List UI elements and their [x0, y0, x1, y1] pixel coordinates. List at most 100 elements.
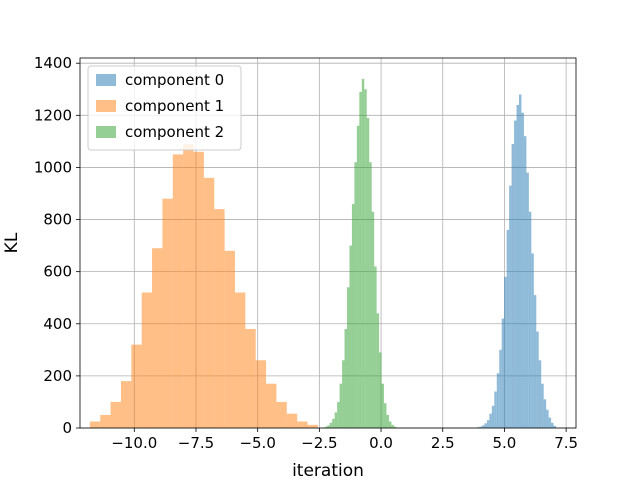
- histogram-bar: [234, 292, 246, 428]
- legend-label: component 1: [125, 97, 224, 115]
- axis-ticks: −10.0 −7.5 −5.0 −2.5 0.0 2.5 5.0 7.5 0 200 400 600 8…: [34, 54, 578, 452]
- histogram-bar: [329, 422, 333, 428]
- histogram-bar: [523, 136, 527, 429]
- legend-box: [87, 65, 242, 151]
- y-tick-label: 600: [43, 263, 72, 281]
- histogram-bars: [89, 78, 557, 429]
- histogram-bar: [110, 401, 121, 428]
- histogram-bar: [379, 352, 382, 428]
- y-tick-label: 400: [43, 315, 72, 333]
- x-tick-label: 2.5: [431, 434, 455, 452]
- y-tick-label: 0: [62, 419, 72, 437]
- x-tick-label: −5.0: [239, 434, 275, 452]
- histogram-bar: [484, 423, 487, 428]
- histogram-bar: [354, 162, 357, 429]
- histogram-bar: [297, 421, 308, 428]
- histogram-bar: [509, 185, 512, 428]
- series-1-bars: [89, 143, 318, 429]
- plot-frame: [79, 57, 577, 429]
- series-2-bars: [324, 78, 397, 429]
- histogram-bar: [307, 424, 318, 428]
- x-tick-label: 7.5: [554, 434, 578, 452]
- histogram-bar: [384, 403, 387, 428]
- histogram-bar: [276, 401, 287, 428]
- histogram-bar: [359, 91, 362, 429]
- histogram-bar: [551, 422, 554, 428]
- histogram-bar: [371, 211, 375, 428]
- histogram-bar: [369, 162, 372, 429]
- legend-swatch: [96, 126, 116, 138]
- y-tick-label: 200: [43, 367, 72, 385]
- histogram-bar: [172, 154, 184, 428]
- histogram-bar: [255, 360, 267, 428]
- histogram-bar: [344, 328, 348, 428]
- series-0-bars: [477, 94, 557, 429]
- histogram-bar: [366, 117, 370, 429]
- histogram-bar: [120, 381, 132, 428]
- histogram-bar: [536, 331, 539, 428]
- histogram-bar: [506, 229, 510, 428]
- histogram-bar: [491, 405, 495, 428]
- histogram-bar: [131, 344, 142, 428]
- histogram-bar: [374, 266, 377, 428]
- histogram-bar: [342, 360, 345, 428]
- histogram-bar: [356, 125, 360, 429]
- histogram-bar: [511, 143, 515, 429]
- histogram-bar: [100, 414, 111, 428]
- histogram-bar: [376, 313, 380, 428]
- histogram-bar: [203, 177, 215, 428]
- histogram-bar: [245, 328, 256, 428]
- histogram-bar: [541, 383, 544, 428]
- histogram-bar: [528, 211, 532, 428]
- histogram-bar: [489, 413, 492, 428]
- legend-label: component 2: [125, 123, 224, 141]
- histogram-bar: [514, 120, 517, 428]
- histogram-bar: [479, 426, 482, 428]
- histogram-bar: [337, 401, 340, 428]
- x-axis-label: iteration: [292, 461, 364, 480]
- x-tick-label: 0.0: [369, 434, 393, 452]
- histogram-bar: [339, 383, 343, 428]
- histogram-bar: [504, 276, 507, 428]
- histogram-bar: [391, 424, 394, 428]
- histogram-bar: [546, 409, 549, 428]
- histogram-bar: [516, 104, 519, 429]
- histogram-bar: [543, 399, 547, 428]
- histogram-bar: [481, 425, 485, 428]
- histogram-bar: [193, 151, 204, 429]
- legend-swatch: [96, 74, 116, 86]
- histogram-bar: [388, 421, 392, 428]
- y-tick-label: 1200: [34, 106, 72, 124]
- histogram-bar: [141, 292, 153, 428]
- histogram-bar: [501, 318, 505, 428]
- histogram-bar: [152, 248, 163, 428]
- histogram-bar: [334, 412, 338, 428]
- histogram-bar: [381, 383, 385, 428]
- histogram-bar: [351, 203, 355, 428]
- histogram-bar: [349, 245, 352, 428]
- histogram-bar: [533, 295, 537, 428]
- histogram-bar: [386, 414, 389, 428]
- histogram-bar: [548, 417, 552, 428]
- legend: component 0 component 1 component 2: [87, 65, 242, 151]
- histogram-bar: [364, 89, 367, 428]
- legend-swatch: [96, 100, 116, 112]
- histogram-bar: [183, 143, 194, 429]
- histogram-bar: [499, 349, 502, 428]
- y-axis-label: KL: [2, 232, 22, 253]
- histogram-bar: [361, 78, 365, 429]
- legend-label: component 0: [125, 71, 224, 89]
- histogram-bar: [286, 413, 298, 428]
- histogram-bar: [521, 112, 524, 428]
- histogram-bar: [496, 373, 500, 428]
- histogram-bar: [214, 209, 225, 428]
- histogram-bar: [266, 383, 277, 428]
- histogram-bar: [162, 198, 173, 428]
- histogram-bar: [324, 426, 328, 428]
- histogram-bar: [494, 391, 497, 428]
- histogram-bar: [347, 287, 350, 428]
- y-tick-label: 1400: [34, 54, 72, 72]
- histogram-bar: [486, 420, 490, 428]
- y-tick-label: 1000: [34, 158, 72, 176]
